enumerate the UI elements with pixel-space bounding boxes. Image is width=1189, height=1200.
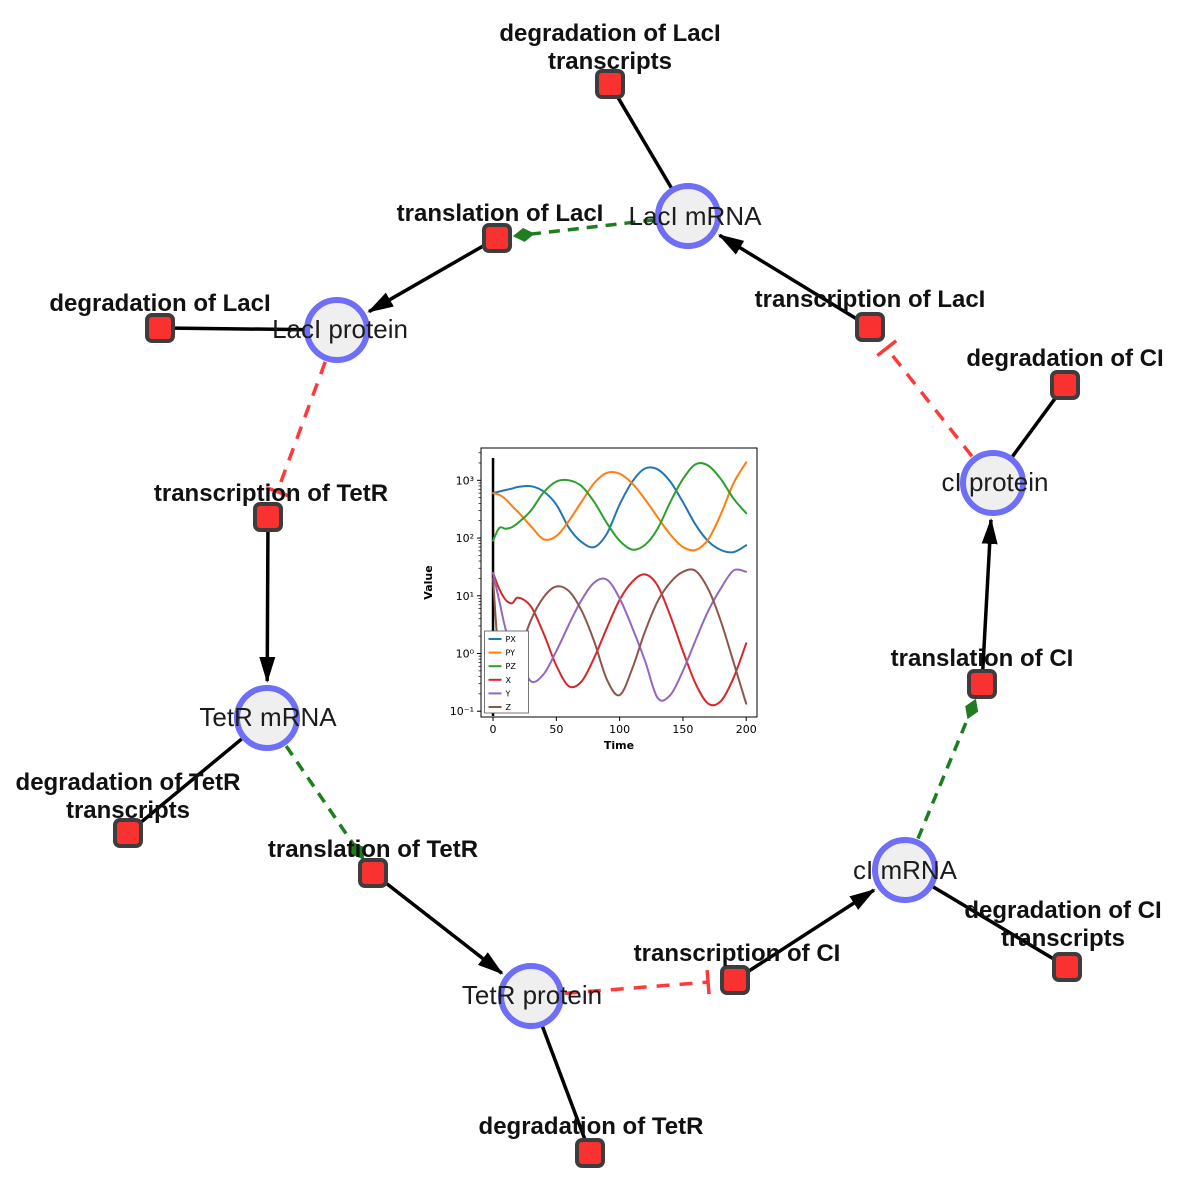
plot-frame [480, 447, 758, 718]
species-label-laci_mrna: LacI mRNA [629, 201, 763, 231]
reaction-label-deg_laci_tx: degradation of LacI transcripts [499, 20, 720, 75]
reaction-node-txn_tetr[interactable] [253, 502, 283, 532]
species-label-ci_prot: cI protein [942, 467, 1049, 497]
reaction-node-trl_ci[interactable] [967, 669, 997, 699]
edge-inhibition-tetr_prot-txn_ci [564, 980, 709, 996]
plot-series-PX [492, 466, 748, 554]
plot-ylabel: Value [422, 565, 435, 599]
plot-xlabel: Time [604, 739, 634, 752]
edge-modifier-tetr_mrna-trl_tetr [284, 745, 365, 860]
edge-production-txn_ci-ci_mrna [745, 888, 876, 974]
edge-inhibition-laci_prot-txn_tetr-tbar [265, 485, 290, 498]
labels-layer: LacI mRNA LacI protein TetR mRNA TetR prote… [16, 20, 1164, 1140]
reaction-label-txn_laci: transcription of LacI [755, 286, 986, 313]
reaction-label-deg_ci_tx: degradation of CI transcripts [964, 897, 1161, 952]
reaction-node-deg_tetr_tx[interactable] [113, 818, 143, 848]
plot-legend-label-PX: PX [506, 635, 517, 644]
plot-series-PY [492, 461, 748, 552]
plot-x-tick-label: 100 [609, 723, 630, 736]
plot-x-tick-label: 50 [549, 723, 563, 736]
reaction-node-deg_laci_tx[interactable] [595, 69, 625, 99]
species-node-tetr_mrna[interactable] [234, 685, 300, 751]
species-label-tetr_prot: TetR protein [462, 980, 602, 1010]
edge-production-trl_tetr-tetr_prot [382, 880, 504, 975]
time-series-plot: 0 50 100 150 200 10⁻¹ 10⁰ 10¹ 10² 10³ Time Value PX P… [422, 447, 758, 752]
plot-legend-label-X: X [506, 676, 512, 685]
reaction-node-deg_ci_tx[interactable] [1052, 952, 1082, 982]
reaction-node-trl_tetr[interactable] [358, 858, 388, 888]
edge-inhibition-ci_prot-txn_laci [885, 347, 974, 458]
species-node-laci_mrna[interactable] [655, 183, 721, 249]
species-node-ci_prot[interactable] [960, 450, 1026, 516]
reaction-node-txn_laci[interactable] [855, 312, 885, 342]
plot-y-tick-label: 10² [456, 532, 474, 545]
edge-production-trl_laci-laci_prot [367, 243, 486, 314]
plot-legend-label-PY: PY [506, 649, 516, 658]
plot-y-tick-label: 10⁰ [456, 648, 475, 661]
plot-legend-label-PZ: PZ [506, 662, 517, 671]
reaction-label-deg_tetr_tx: degradation of TetR transcripts [16, 769, 241, 824]
plot-series-group [492, 461, 748, 707]
reaction-label-deg_ci: degradation of CI [966, 345, 1163, 372]
reaction-node-deg_laci[interactable] [145, 313, 175, 343]
edge-consumption-tetr_mrna-deg_tetr_tx [137, 737, 243, 826]
edge-inhibition-ci_prot-txn_laci-tbar [876, 339, 898, 358]
edge-consumption-ci_mrna-deg_ci_tx [932, 885, 1056, 962]
edge-production-txn_laci-laci_mrna [717, 233, 859, 322]
reaction-label-trl_laci: translation of LacI [397, 200, 604, 227]
reaction-label-trl_tetr: translation of TetR [268, 836, 478, 863]
species-node-tetr_prot[interactable] [498, 963, 564, 1029]
reaction-node-deg_tetr[interactable] [575, 1138, 605, 1168]
edge-production-trl_ci-ci_prot [981, 517, 998, 671]
plot-series-X [492, 571, 748, 707]
plot-series-Z [492, 568, 748, 705]
edge-consumption-ci_prot-deg_ci [1011, 395, 1059, 458]
plot-x-tick-label: 200 [736, 723, 757, 736]
plot-x-tick-label: 150 [672, 723, 693, 736]
reaction-node-txn_ci[interactable] [720, 965, 750, 995]
reaction-node-trl_laci[interactable] [482, 223, 512, 253]
species-label-tetr_mrna: TetR mRNA [199, 702, 337, 732]
plot-y-tick-label: 10⁻¹ [450, 705, 474, 718]
reaction-label-trl_ci: translation of CI [891, 645, 1074, 672]
reaction-label-txn_ci: transcription of CI [634, 940, 841, 967]
species-node-ci_mrna[interactable] [872, 837, 938, 903]
plot-legend [484, 630, 529, 714]
reaction-label-deg_tetr: degradation of TetR [479, 1113, 704, 1140]
plot-legend-label-Y: Y [505, 689, 511, 698]
edge-consumption-tetr_prot-deg_tetr [540, 1026, 587, 1141]
nodes-layer [113, 69, 1082, 1168]
reaction-label-deg_laci: degradation of LacI [49, 290, 270, 317]
plot-y-tick-label: 10¹ [456, 590, 474, 603]
reaction-node-deg_ci[interactable] [1050, 370, 1080, 400]
edge-modifier-ci_mrna-trl_ci [916, 698, 979, 840]
edge-modifier-laci_mrna-trl_laci [512, 218, 655, 242]
species-label-ci_mrna: cI mRNA [853, 855, 958, 885]
edge-consumption-laci_mrna-deg_laci_tx [615, 95, 673, 189]
plot-series-PZ [492, 462, 748, 551]
edge-inhibition-laci_prot-txn_tetr [275, 361, 327, 493]
species-label-laci_prot: LacI protein [272, 314, 408, 344]
edge-consumption-laci_prot-deg_laci [173, 326, 305, 332]
species-node-laci_prot[interactable] [304, 297, 370, 363]
edge-inhibition-tetr_prot-txn_ci-tbar [705, 970, 711, 995]
plot-legend-label-Z: Z [506, 703, 512, 712]
edges-layer [137, 95, 1059, 1141]
edge-production-txn_tetr-tetr_mrna [259, 530, 276, 684]
plot-x-tick-label: 0 [490, 723, 497, 736]
plot-y-tick-label: 10³ [456, 474, 474, 487]
reaction-label-txn_tetr: transcription of TetR [154, 480, 388, 507]
